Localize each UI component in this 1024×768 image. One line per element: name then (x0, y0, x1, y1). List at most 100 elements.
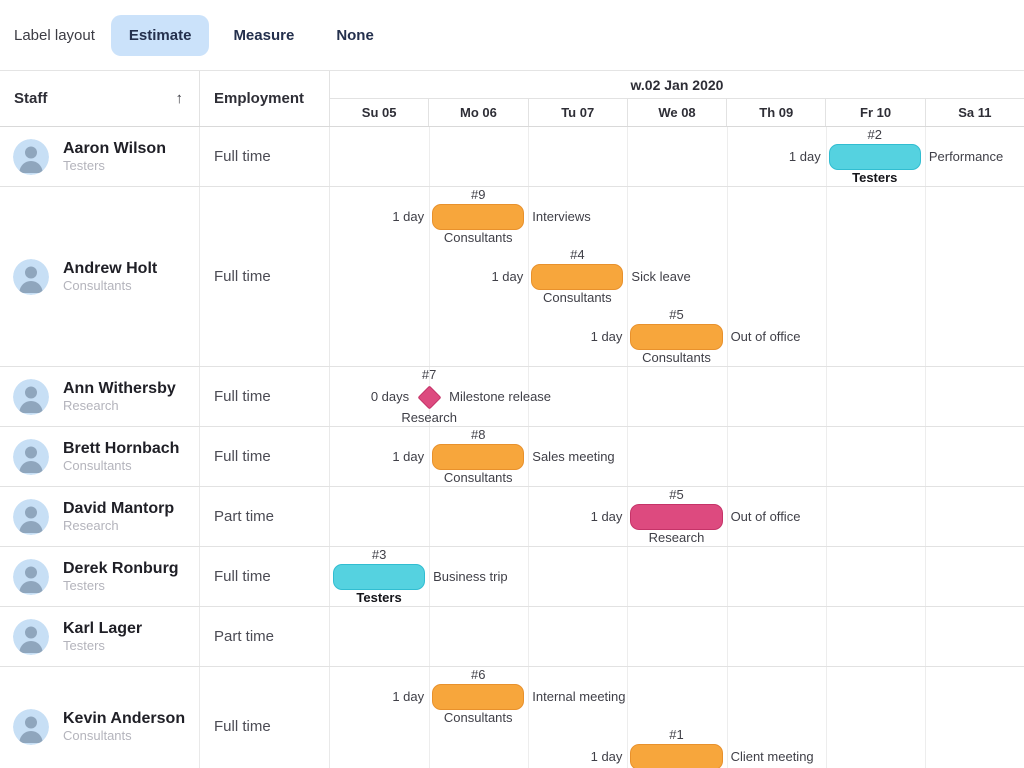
grid-column-line (826, 607, 827, 666)
employment-cell[interactable]: Part time (200, 487, 330, 546)
employment-cell[interactable]: Part time (200, 607, 330, 666)
employment-cell[interactable]: Full time (200, 667, 330, 768)
day-header-cell[interactable]: Su 05 (361, 105, 397, 121)
grid-column-line (826, 187, 827, 366)
staff-cell[interactable]: Kevin Anderson Consultants (0, 667, 200, 768)
staff-row: Brett Hornbach Consultants Full time #8 Cons… (0, 427, 1024, 487)
milestone-diamond[interactable] (417, 384, 442, 410)
staff-team: Testers (63, 158, 105, 173)
grid-column-line (826, 367, 827, 426)
staff-name: David Mantorp (63, 500, 175, 517)
day-header-cell[interactable]: We 08 (626, 99, 726, 126)
event-name-label: Out of office (730, 509, 801, 524)
staff-column-header[interactable]: Staff ↑ (0, 71, 200, 126)
event-id-label: #4 (570, 247, 585, 262)
staff-cell[interactable]: Brett Hornbach Consultants (0, 427, 200, 486)
label-layout-label: Label layout (14, 26, 95, 44)
grid-column-line (727, 487, 728, 546)
event-team-label: Research (401, 410, 457, 425)
grid-column-line (727, 367, 728, 426)
toolbar-button-none[interactable]: None (318, 15, 392, 56)
day-header-cell[interactable]: Tu 07 (527, 99, 627, 126)
event-duration-label: 1 day (392, 209, 425, 224)
event-id-label: #6 (470, 667, 486, 682)
day-header-cell[interactable]: Fr 10 (825, 99, 924, 126)
event-bar[interactable] (333, 564, 426, 590)
employment-cell[interactable]: Full time (200, 547, 330, 606)
staff-name: Andrew Holt (63, 260, 158, 277)
employment-value: Full time (214, 148, 271, 165)
staff-cell[interactable]: Derek Ronburg Testers (0, 547, 200, 606)
day-header-cell[interactable]: Th 09 (726, 99, 825, 126)
employment-cell[interactable]: Full time (200, 367, 330, 426)
toolbar-button-estimate[interactable]: Estimate (110, 14, 210, 56)
employment-value: Full time (214, 268, 271, 285)
staff-cell[interactable]: Ann Withersby Research (0, 367, 200, 426)
event-id-label: #8 (470, 427, 486, 442)
grid-column-line (627, 127, 628, 186)
task-line: #6 Consultants 1 day Internal meeting (330, 667, 1024, 727)
employment-column-header[interactable]: Employment (200, 71, 330, 126)
employment-cell[interactable]: Full time (200, 427, 330, 486)
event-name-label: Sales meeting (532, 449, 615, 464)
grid-column-line (627, 487, 628, 546)
event-team-label: Consultants (443, 710, 513, 725)
person-icon (13, 378, 49, 415)
event-bar[interactable] (531, 264, 624, 290)
staff-row: David Mantorp Research Part time #5 Research… (0, 487, 1024, 547)
toolbar-button-measure[interactable]: Measure (215, 15, 312, 56)
sort-ascending-icon: ↑ (175, 90, 184, 107)
employment-cell[interactable]: Full time (200, 127, 330, 186)
staff-cell[interactable]: Andrew Holt Consultants (0, 187, 200, 366)
employment-value: Part time (214, 628, 275, 645)
grid-column-line (627, 367, 628, 426)
event-bar[interactable] (432, 204, 525, 230)
event-bar[interactable] (432, 444, 525, 470)
staff-team: Consultants (63, 458, 132, 473)
task-line: #2 Testers 1 day Performance (330, 127, 1024, 187)
event-bar[interactable] (828, 144, 921, 170)
staff-cell[interactable]: David Mantorp Research (0, 487, 200, 546)
day-header-cell[interactable]: Mo 06 (428, 99, 527, 126)
grid-column-line (627, 187, 628, 366)
avatar (13, 498, 49, 535)
event-team-label: Consultants (642, 350, 711, 365)
staff-text: David Mantorp Research (63, 499, 174, 534)
event-name-label: Out of office (730, 329, 801, 344)
event-duration-label: 1 day (392, 689, 425, 704)
staff-cell[interactable]: Aaron Wilson Testers (0, 127, 200, 186)
day-header-cell[interactable]: Sa 11 (924, 99, 1024, 126)
event-duration-label: 1 day (590, 329, 623, 344)
staff-text: Ann Withersby Research (63, 379, 176, 414)
grid-column-line (826, 547, 827, 606)
staff-name: Kevin Anderson (63, 710, 186, 727)
staff-name: Brett Hornbach (63, 440, 180, 457)
event-team-label: Consultants (443, 470, 513, 485)
timeline-row-cell: #8 Consultants 1 day Sales meeting (330, 427, 1024, 486)
week-header-cell[interactable]: w.02 Jan 2020 (330, 71, 1024, 100)
avatar (13, 138, 49, 175)
event-bar[interactable] (630, 504, 723, 530)
event-bar[interactable] (630, 744, 723, 768)
staff-cell[interactable]: Karl Lager Testers (0, 607, 200, 666)
staff-text: Andrew Holt Consultants (63, 259, 157, 294)
event-bar[interactable] (432, 684, 525, 710)
staff-name: Karl Lager (63, 620, 143, 637)
grid-column-line (925, 667, 926, 768)
event-name-label: Performance (928, 149, 1004, 164)
grid-column-line (429, 127, 430, 186)
grid-column-line (727, 607, 728, 666)
event-bar[interactable] (630, 324, 723, 350)
grid-column-line (925, 487, 926, 546)
grid-column-line (528, 127, 529, 186)
event-name-label: Interviews (532, 209, 591, 224)
staff-team: Consultants (63, 728, 132, 743)
grid-column-line (925, 607, 926, 666)
employment-cell[interactable]: Full time (200, 187, 330, 366)
event-name-label: Sick leave (631, 269, 691, 284)
grid-column-line (627, 427, 628, 486)
timeline-row-cell: #6 Consultants 1 day Internal meeting #1 1 da… (330, 667, 1024, 768)
employment-value: Full time (214, 388, 271, 405)
person-icon (13, 558, 49, 595)
grid-column-line (429, 607, 430, 666)
